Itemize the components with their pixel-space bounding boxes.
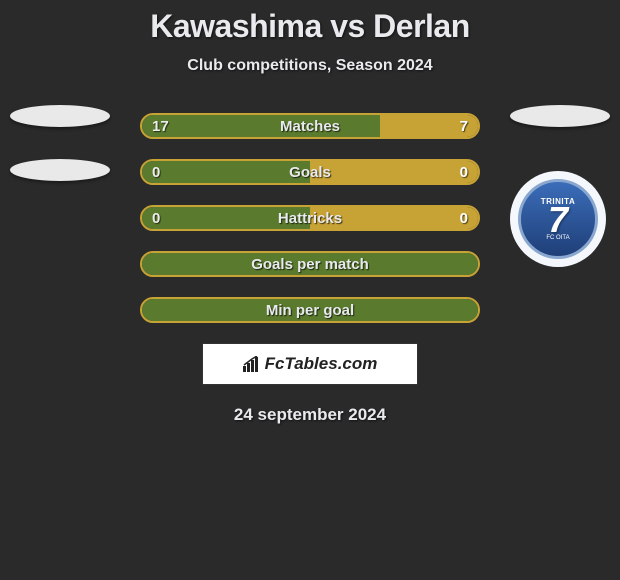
placeholder-ellipse [10,159,110,181]
placeholder-ellipse [10,105,110,127]
stat-right-segment: 0 [310,207,478,229]
club-crest: TRINITA 7 FC OITA [510,171,606,267]
stat-row: 00Hattricks [140,205,480,231]
stat-left-segment: 0 [142,207,310,229]
stat-row: 177Matches [140,113,480,139]
stat-row: 00Goals [140,159,480,185]
stat-left-segment: 0 [142,161,310,183]
crest-inner: TRINITA 7 FC OITA [518,179,598,259]
stat-left-segment [142,253,478,275]
placeholder-ellipse [510,105,610,127]
branding-text: FcTables.com [265,354,378,374]
crest-sub-text: FC OITA [546,235,569,241]
stat-row: Goals per match [140,251,480,277]
stat-right-segment: 0 [310,161,478,183]
snapshot-date: 24 september 2024 [0,405,620,425]
stat-left-segment: 17 [142,115,380,137]
stat-row: Min per goal [140,297,480,323]
right-player-badge: TRINITA 7 FC OITA [510,105,610,205]
page-title: Kawashima vs Derlan [0,8,620,45]
comparison-card: Kawashima vs Derlan Club competitions, S… [0,0,620,425]
stat-left-segment [142,299,478,321]
chart-icon [243,356,261,372]
left-player-badge [10,105,110,205]
crest-number: 7 [548,206,568,235]
branding-box[interactable]: FcTables.com [202,343,418,385]
stat-right-segment: 7 [380,115,478,137]
subtitle: Club competitions, Season 2024 [0,57,620,75]
stats-section: TRINITA 7 FC OITA 177Matches 00Goals 00Hat… [0,113,620,425]
